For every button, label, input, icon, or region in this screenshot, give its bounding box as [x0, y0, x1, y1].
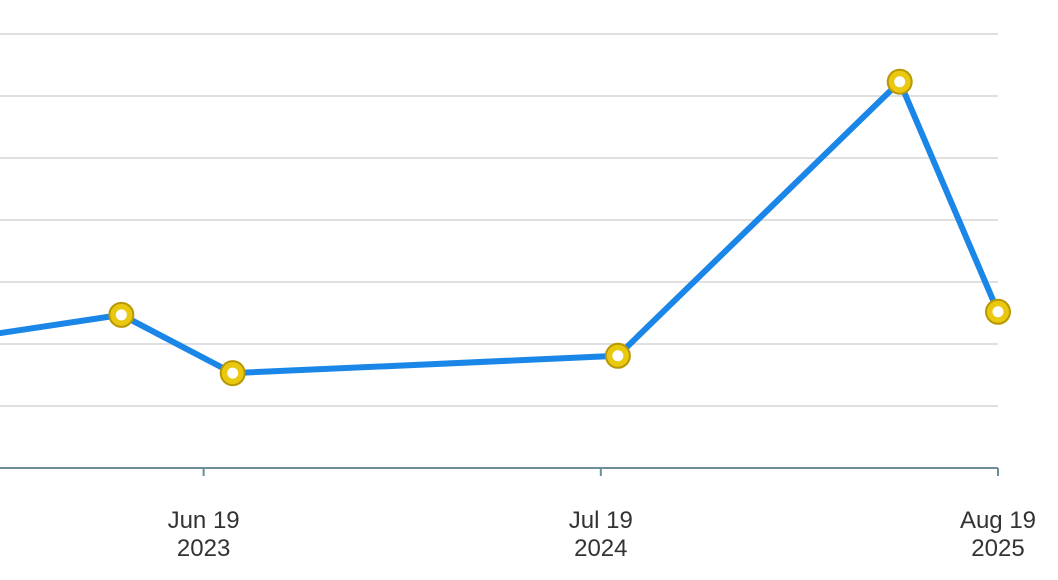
- x-tick-label: Jun 19 2023: [168, 507, 240, 562]
- marker-center: [227, 367, 239, 379]
- marker-center: [894, 76, 906, 88]
- marker-center: [992, 306, 1004, 318]
- series: [0, 68, 1011, 387]
- x-tick-label-line: 2024: [574, 535, 627, 562]
- x-tick-label: Aug 19 2025: [960, 507, 1036, 562]
- x-tick-label-line: Jul 19: [569, 507, 633, 534]
- marker-center: [115, 309, 127, 321]
- x-tick-label-line: Aug 19: [960, 507, 1036, 534]
- x-tick-label-line: 2025: [971, 535, 1024, 562]
- marker-center: [612, 350, 624, 362]
- x-tick-label-line: Jun 19: [168, 507, 240, 534]
- x-tick-label: Jul 19 2024: [569, 507, 633, 562]
- x-tick-label-line: 2023: [177, 535, 230, 562]
- line: [0, 78, 1001, 377]
